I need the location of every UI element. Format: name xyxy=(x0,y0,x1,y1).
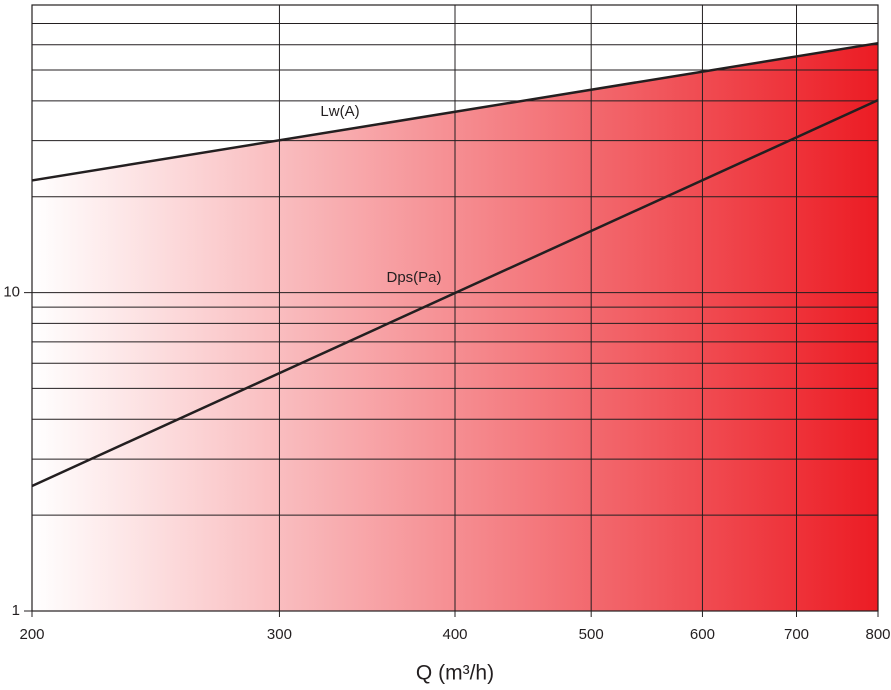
y-tick-label: 10 xyxy=(3,284,20,301)
x-axis-title: Q (m³/h) xyxy=(416,662,494,685)
x-tick-label: 600 xyxy=(690,626,715,643)
series-line xyxy=(31,99,879,488)
plot-frame xyxy=(31,4,879,612)
y-tick-label: 1 xyxy=(12,602,20,619)
x-tick-label: 800 xyxy=(865,626,890,643)
series-line xyxy=(31,41,879,182)
series-label: Lw(A) xyxy=(320,103,359,120)
x-tick-label: 200 xyxy=(19,626,44,643)
x-tick-label: 400 xyxy=(442,626,467,643)
x-tick-label: 700 xyxy=(784,626,809,643)
x-tick-label: 300 xyxy=(267,626,292,643)
x-tick-label: 500 xyxy=(579,626,604,643)
series-label: Dps(Pa) xyxy=(386,269,441,286)
